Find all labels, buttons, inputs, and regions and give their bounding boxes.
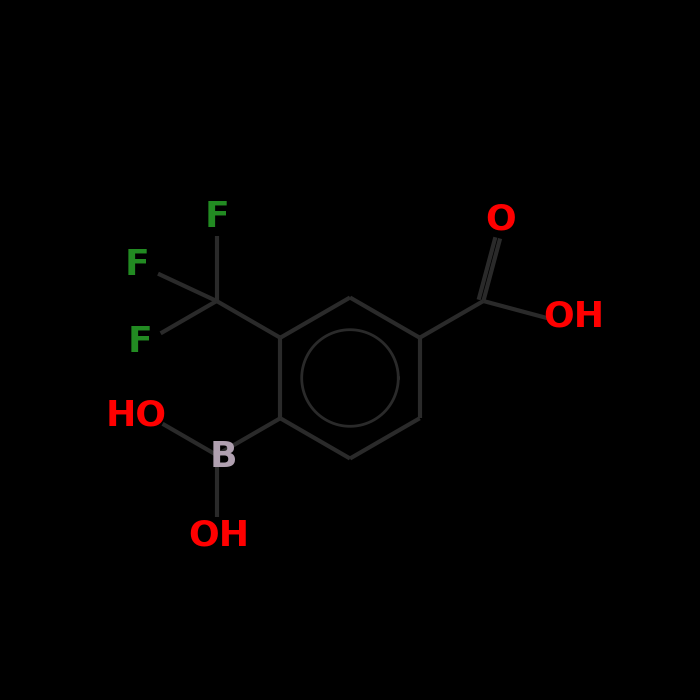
Text: B: B [210,440,237,474]
Text: F: F [127,325,152,358]
Text: HO: HO [106,398,167,433]
Text: F: F [204,199,229,234]
Text: OH: OH [188,519,249,553]
Text: F: F [125,248,149,282]
Text: O: O [485,202,516,237]
Text: OH: OH [543,300,604,334]
